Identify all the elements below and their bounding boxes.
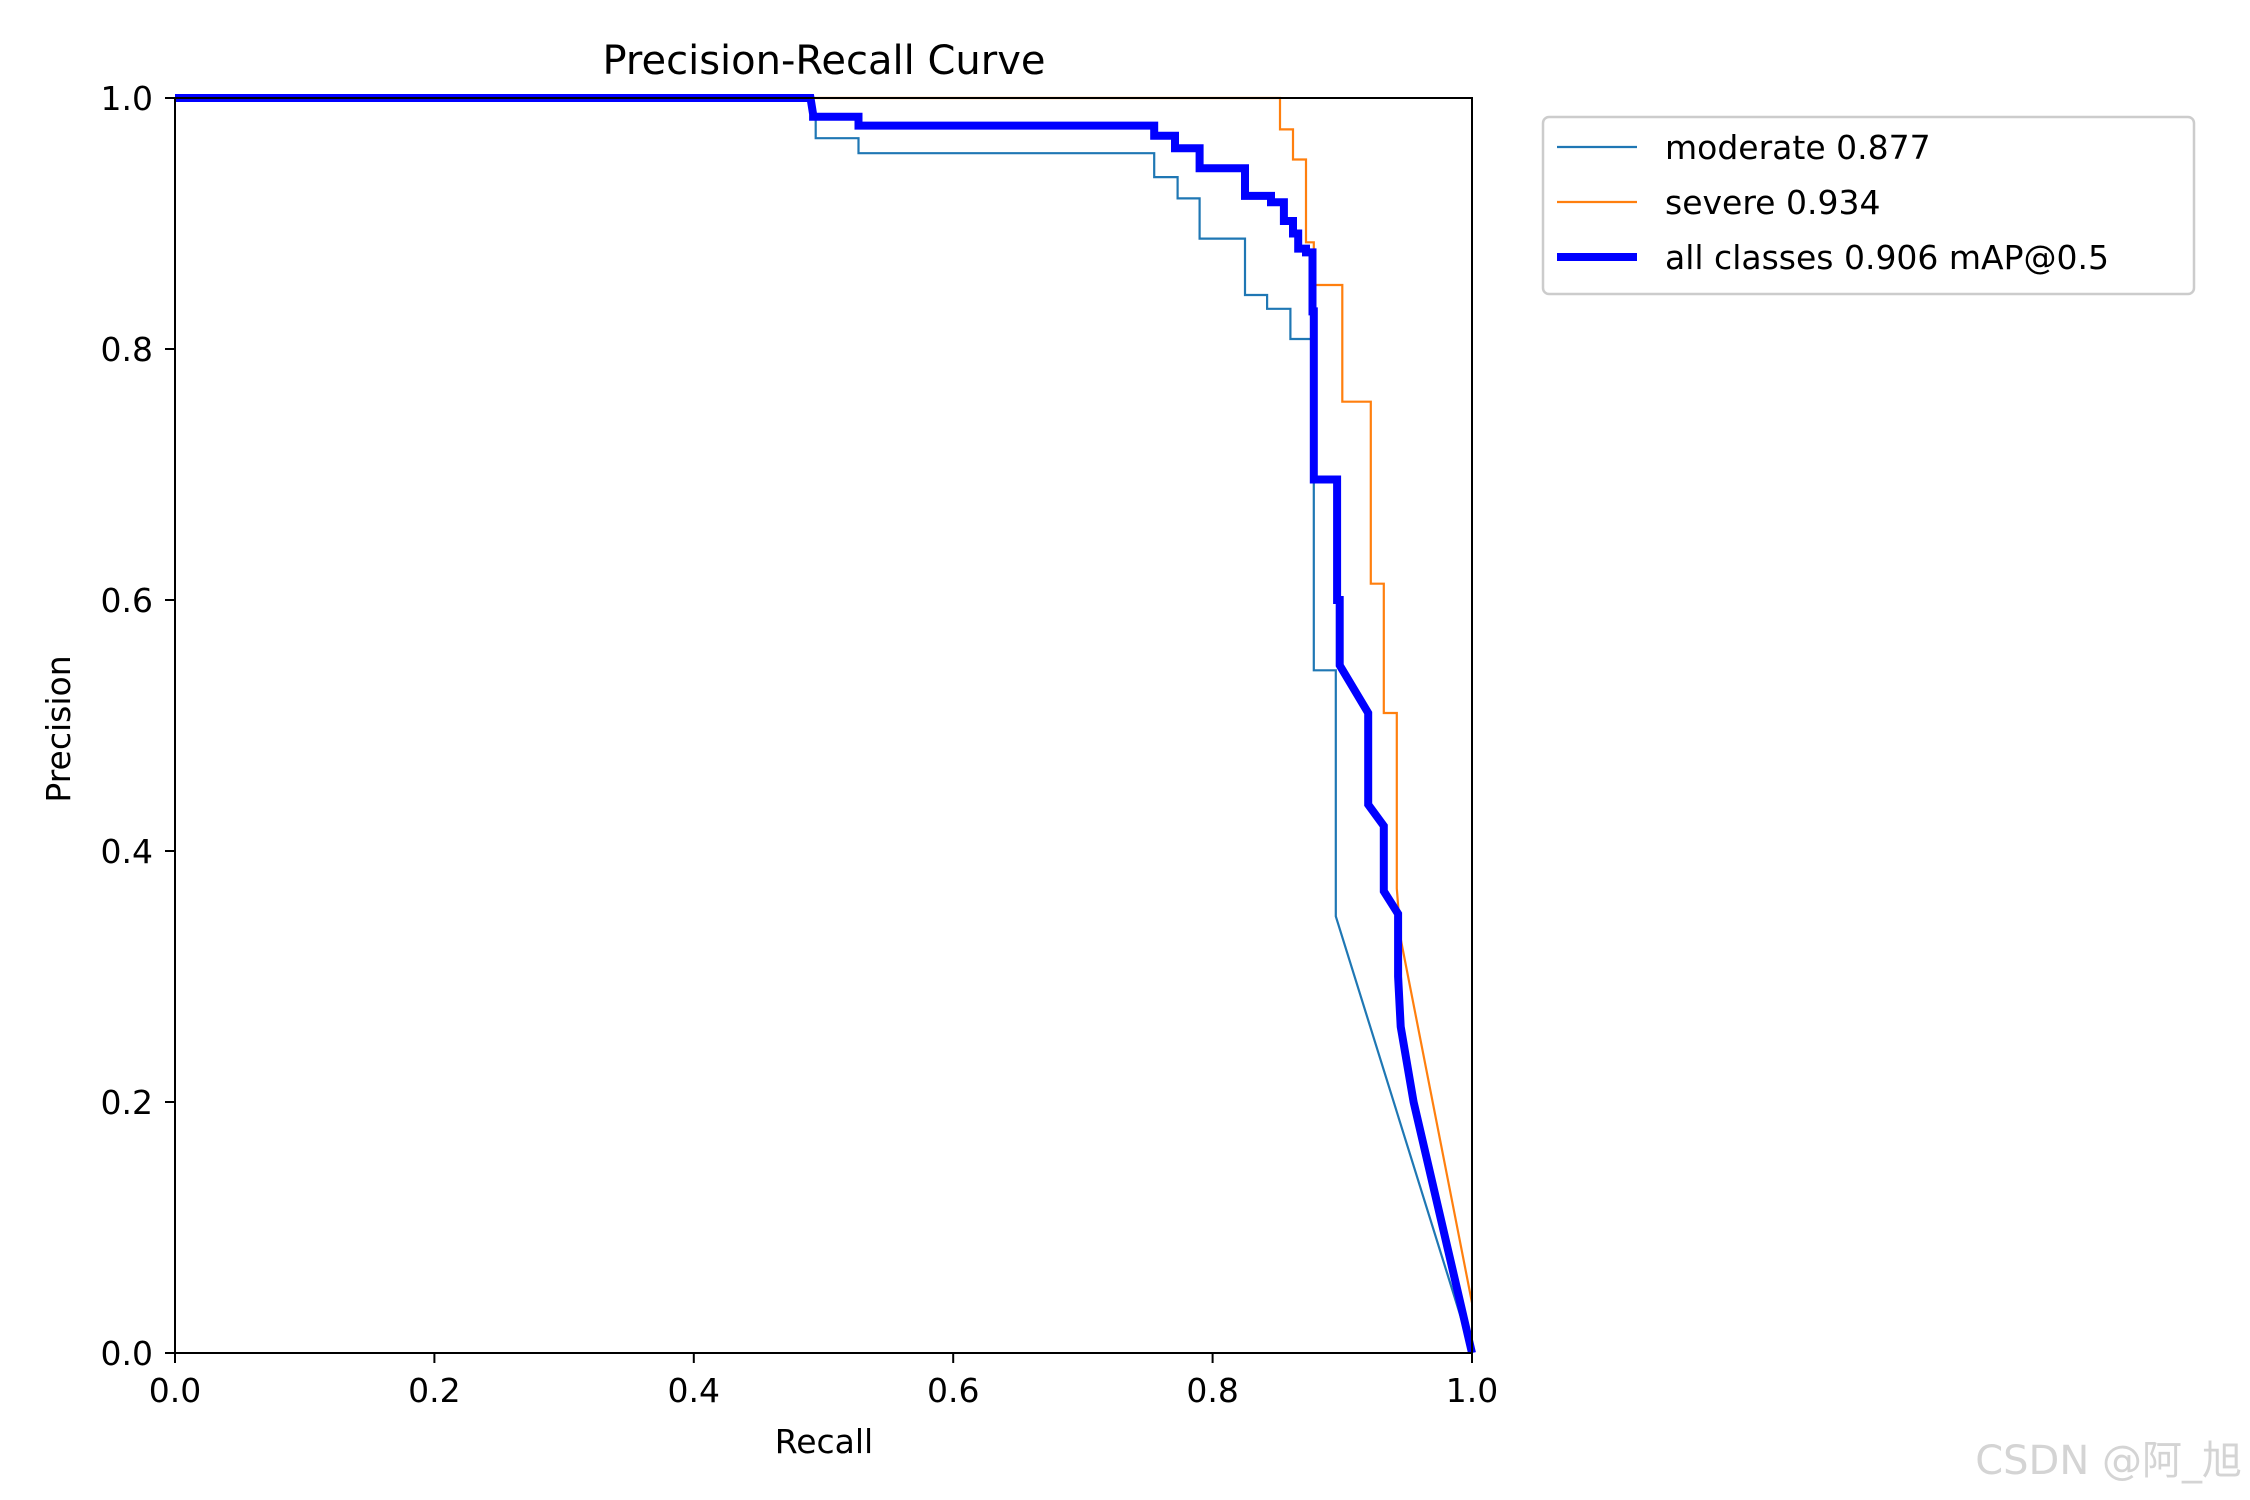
x-tick-label: 0.0: [149, 1371, 201, 1410]
legend-frame: [1541, 115, 2196, 296]
y-tick-label: 0.2: [101, 1083, 153, 1122]
series-layer: [175, 94, 1476, 1354]
x-axis-label: Recall: [775, 1422, 873, 1461]
series-line-0: [175, 96, 1474, 1354]
x-tick-label: 0.2: [408, 1371, 460, 1410]
legend: moderate 0.877 severe 0.934 all classes 0.…: [1541, 115, 2196, 296]
chart-title: Precision-Recall Curve: [603, 38, 1046, 84]
x-tick-label: 1.0: [1446, 1371, 1498, 1410]
plot-frame: [174, 97, 1473, 1354]
legend-label-2: all classes 0.906 mAP@0.5: [1665, 238, 2109, 277]
x-tick-label: 0.8: [1186, 1371, 1238, 1410]
x-tick-label: 0.4: [668, 1371, 720, 1410]
series-line-1: [175, 96, 1474, 1304]
y-tick-label: 0.6: [101, 581, 153, 620]
y-axis-label: Precision: [39, 655, 78, 802]
x-tick-label: 0.6: [927, 1371, 979, 1410]
axes-layer: 0.0 0.2 0.4 0.6 0.8 1.0 0.0 0.2 0.4 0.6 0.8 1.0: [101, 79, 1499, 1410]
watermark: CSDN @阿_旭: [1975, 1438, 2242, 1484]
legend-label-0: moderate 0.877: [1665, 128, 1931, 167]
legend-label-1: severe 0.934: [1665, 183, 1880, 222]
y-tick-label: 0.0: [101, 1334, 153, 1373]
series-line-2: [175, 94, 1476, 1354]
y-tick-label: 1.0: [101, 79, 153, 118]
y-tick-label: 0.4: [101, 832, 153, 871]
y-tick-label: 0.8: [101, 330, 153, 369]
